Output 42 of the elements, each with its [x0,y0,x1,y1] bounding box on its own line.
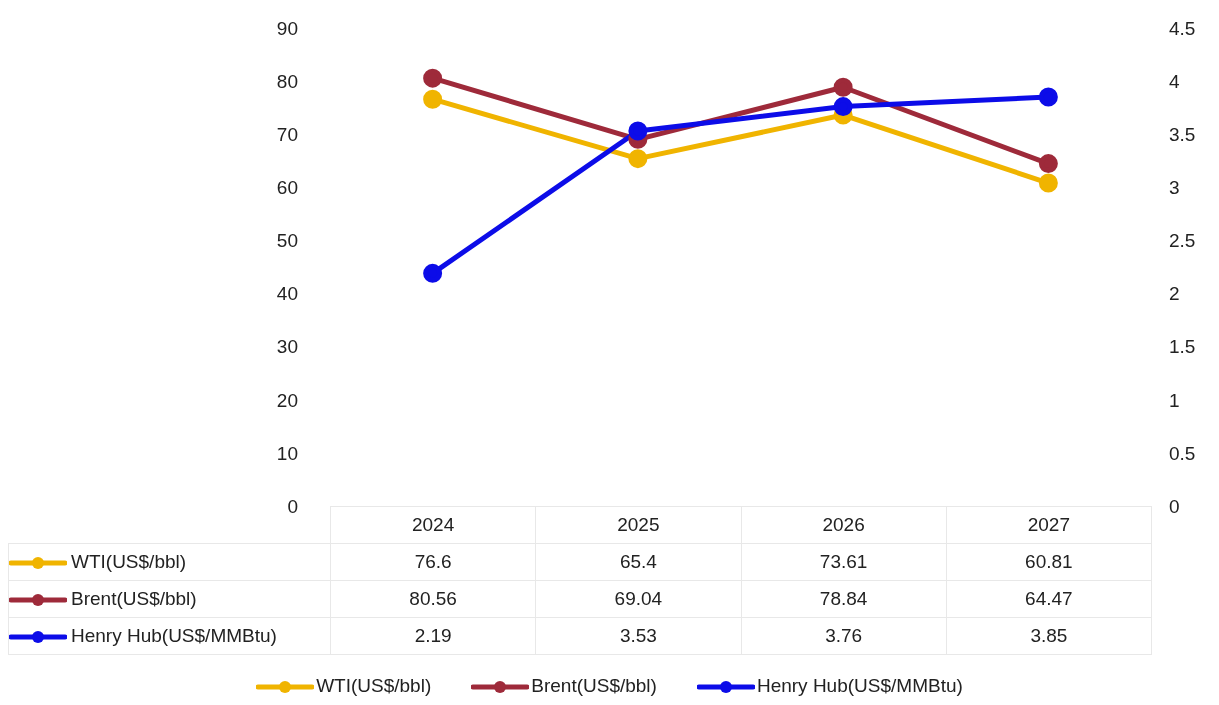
y-tick-label: 80 [276,70,298,92]
data-label: 78.84 [741,580,947,618]
data-label: 3.76 [741,617,947,655]
y2-tick-label: 3 [1169,177,1180,199]
y-tick-label: 30 [276,336,298,358]
y2-tick-label: 4.5 [1169,17,1196,39]
y-tick-label: 70 [276,123,298,145]
x-tick-label: 2027 [946,506,1152,544]
y-tick-label: 50 [276,230,298,252]
data-label: 80.56 [330,580,536,618]
text: Brent(US$/bbl) [531,675,657,696]
y2-tick-label: 1.5 [1169,336,1196,358]
y2-tick-label: 2.5 [1169,230,1196,252]
text: Henry Hub(US$/MMBtu) [756,675,963,696]
data-label: 76.6 [330,543,536,581]
data-label: 65.4 [535,543,741,581]
data-label: 64.47 [946,580,1152,618]
y2-tick-label: 3.5 [1169,123,1196,145]
y-tick-label: 10 [276,442,298,464]
data-label: 60.81 [946,543,1152,581]
data-label: 2.19 [330,617,536,655]
data-label: 3.53 [535,617,741,655]
x-tick-label: 2024 [330,506,536,544]
y-tick-label: 0 [287,495,298,517]
y2-tick-label: 0 [1169,495,1180,517]
y2-tick-label: 1 [1169,389,1180,411]
legend-label: Henry Hub(US$/MMBtu) [71,625,277,646]
x-tick-label: 2026 [741,506,947,544]
legend-label: Brent(US$/bbl) [71,588,197,609]
data-label: 73.61 [741,543,947,581]
y-tick-label: 20 [276,389,298,411]
y2-tick-label: 2 [1169,283,1180,305]
x-tick-label: 2025 [535,506,741,544]
y-tick-label: 40 [276,283,298,305]
y-tick-label: 90 [276,17,298,39]
y-tick-label: 60 [276,177,298,199]
data-label: 3.85 [946,617,1152,655]
legend-label: WTI(US$/bbl) [71,551,187,572]
text: WTI(US$/bbl) [316,675,432,696]
y2-tick-label: 0.5 [1169,442,1196,464]
data-label: 69.04 [535,580,741,618]
y2-tick-label: 4 [1169,70,1180,92]
